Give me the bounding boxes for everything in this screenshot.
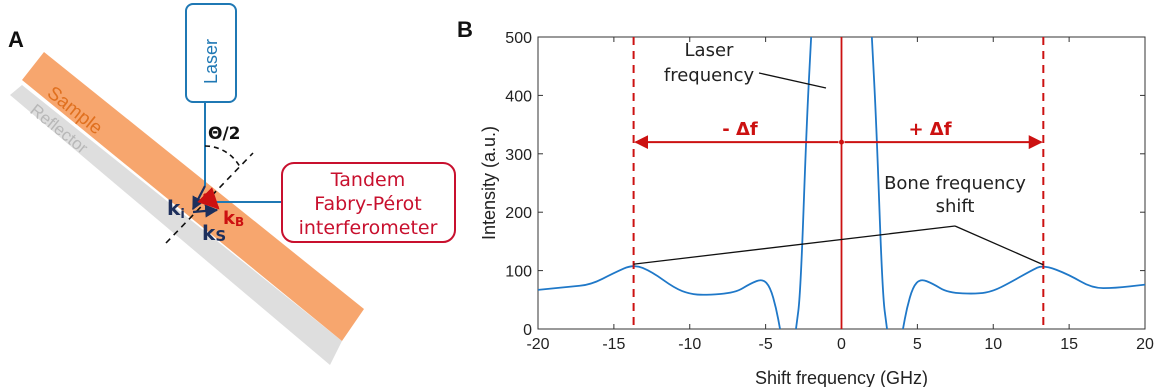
series-group bbox=[538, 37, 1145, 329]
panel-b: B -20 -15 -10 -5 0 5 10 15 200100200300400500Shi… bbox=[457, 17, 1154, 387]
y-tick-label: 200 bbox=[505, 205, 532, 222]
laser-frequency-label-2: frequency bbox=[664, 65, 755, 86]
x-tick-label: -20 bbox=[526, 336, 549, 353]
y-tick-label: 100 bbox=[505, 264, 532, 281]
x-tick-label: 20 bbox=[1136, 336, 1154, 353]
bone-shift-label-2: shift bbox=[936, 196, 975, 217]
bone-shift-leader-left bbox=[633, 225, 956, 265]
k-s-vector bbox=[192, 204, 219, 218]
surface-normal bbox=[165, 152, 254, 244]
x-tick-label: 10 bbox=[984, 336, 1002, 353]
y-tick-label: 0 bbox=[523, 322, 532, 339]
k-b-label: kB bbox=[223, 208, 244, 229]
x-tick-label: -10 bbox=[678, 336, 701, 353]
spectrum-series-segment bbox=[795, 37, 813, 329]
interferometer-label-3: interferometer bbox=[299, 217, 438, 239]
x-tick-label: -5 bbox=[759, 336, 773, 353]
spectrum-series-segment bbox=[902, 265, 1145, 329]
bone-shift-label-1: Bone frequency bbox=[884, 173, 1026, 194]
laser-frequency-label-1: Laser bbox=[685, 40, 735, 61]
spectrum-series-segment bbox=[870, 37, 888, 329]
spectrum-series-segment bbox=[538, 265, 781, 329]
y-tick-label: 500 bbox=[505, 30, 532, 47]
interferometer-label-1: Tandem bbox=[330, 169, 405, 191]
y-tick-label: 300 bbox=[505, 147, 532, 164]
x-tick-label: 15 bbox=[1060, 336, 1078, 353]
x-axis-label: Shift frequency (GHz) bbox=[755, 368, 928, 387]
k-s-label: kS bbox=[202, 221, 226, 245]
y-axis-label: Intensity (a.u.) bbox=[479, 126, 499, 240]
minus-df-label: - Δf bbox=[722, 119, 758, 140]
center-dot bbox=[839, 139, 844, 145]
angle-label: Θ/2 bbox=[208, 124, 241, 144]
interferometer-box bbox=[281, 162, 456, 243]
x-tick-label: 5 bbox=[913, 336, 922, 353]
x-tick-label: -15 bbox=[602, 336, 625, 353]
k-b-vector bbox=[197, 187, 220, 210]
laser-label: Laser bbox=[201, 39, 221, 84]
bone-shift-leader-right bbox=[954, 225, 1044, 266]
reflector-slab bbox=[10, 85, 342, 365]
interferometer-label-2: Fabry-Pérot bbox=[314, 193, 421, 215]
laser-frequency-leader bbox=[758, 72, 827, 89]
x-tick-label: 0 bbox=[837, 336, 846, 353]
angle-arc bbox=[204, 145, 241, 168]
k-i-label: ki bbox=[167, 196, 185, 222]
laser-box bbox=[185, 3, 237, 103]
y-tick-label: 400 bbox=[505, 88, 532, 105]
spectrum-chart: -20 -15 -10 -5 0 5 10 15 200100200300400500Shift… bbox=[479, 30, 1154, 387]
plus-df-label: + Δf bbox=[908, 119, 951, 140]
panel-a: A Sample Reflector Laser Θ/2 ki kS kB Ta… bbox=[8, 3, 456, 365]
panel-b-label: B bbox=[457, 17, 473, 42]
panel-a-label: A bbox=[8, 27, 24, 52]
